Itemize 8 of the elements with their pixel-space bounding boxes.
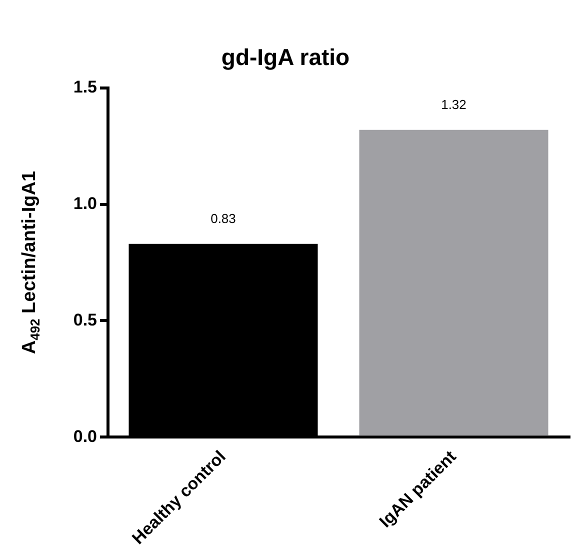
y-tick-label: 0.5 xyxy=(73,310,97,330)
y-tick-label: 1.0 xyxy=(73,194,97,214)
chart-title: gd-IgA ratio xyxy=(220,44,351,71)
y-tick-label: 0.0 xyxy=(73,426,97,446)
data-label: 1.32 xyxy=(441,96,466,112)
data-label: 0.83 xyxy=(210,211,236,226)
y-tick-label: 1.5 xyxy=(73,78,97,97)
y-axis-title: A492 Lectin/anti-IgA1 xyxy=(19,170,43,354)
